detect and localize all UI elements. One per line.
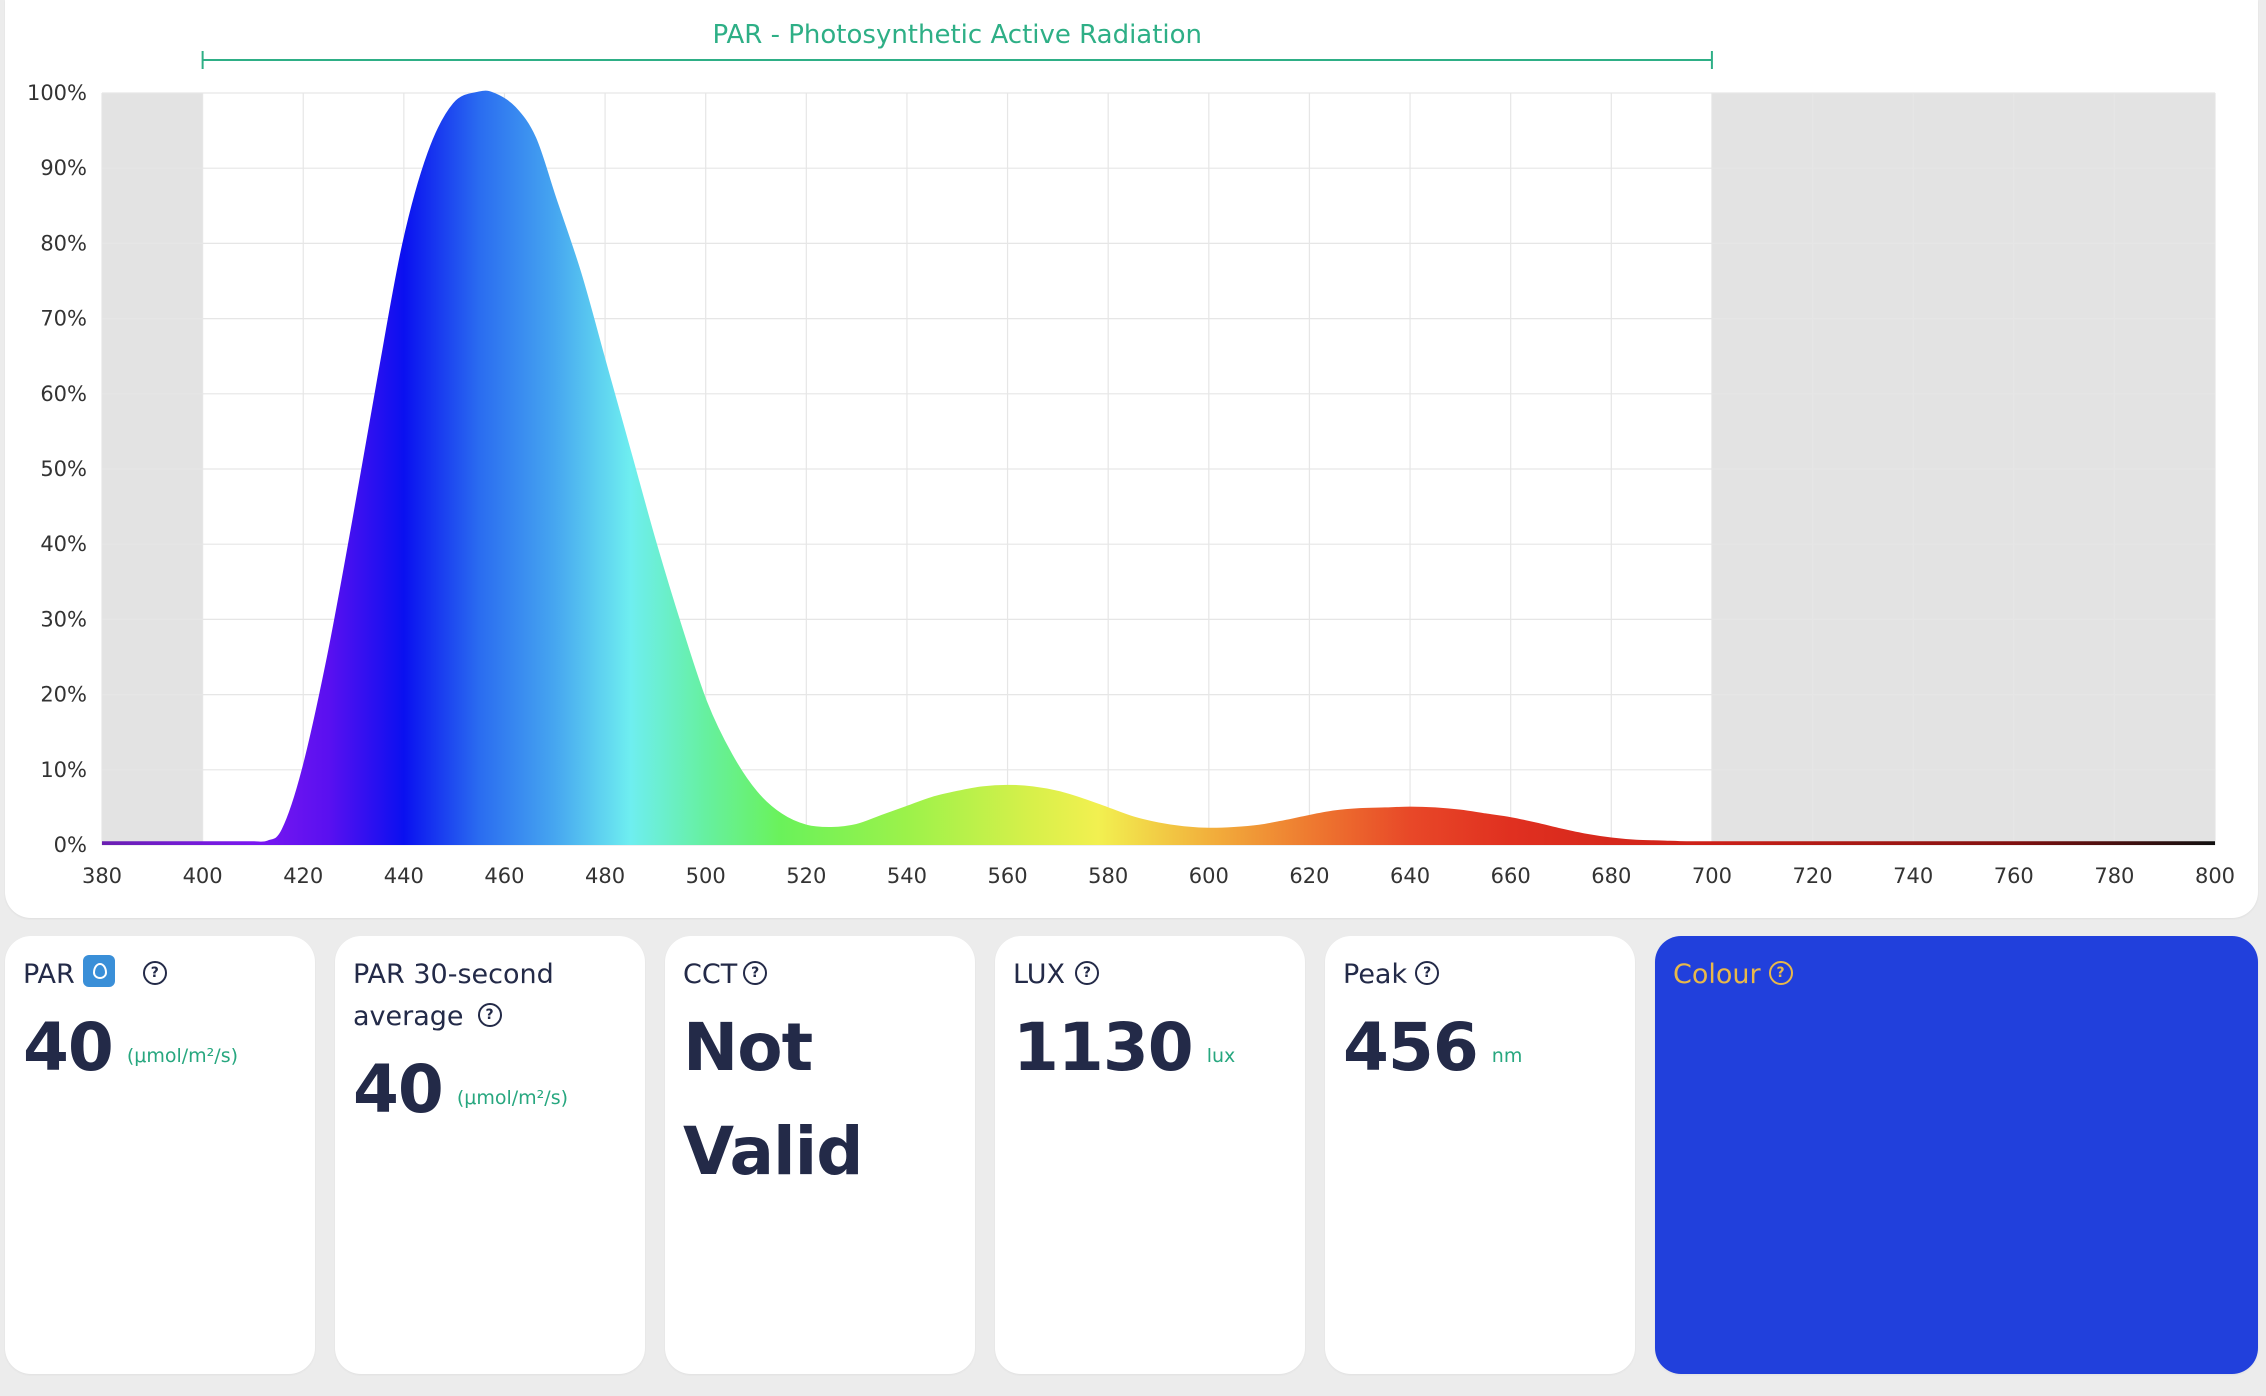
x-tick-label: 480 [585, 864, 625, 888]
x-tick-label: 380 [82, 864, 122, 888]
colour-card-title: Colour [1673, 959, 1761, 990]
lux-card: LUX? 1130 lux [995, 936, 1305, 1374]
help-icon[interactable]: ? [1768, 961, 1793, 985]
cct-value: Not Valid [683, 996, 957, 1204]
peak-card-title: Peak [1343, 959, 1408, 990]
help-icon[interactable]: ? [477, 1003, 502, 1027]
x-tick-label: 780 [2094, 864, 2134, 888]
peak-card-title-row: Peak? [1343, 954, 1617, 996]
y-tick-label: 60% [40, 382, 87, 406]
x-tick-label: 760 [1994, 864, 2034, 888]
x-tick-label: 640 [1390, 864, 1430, 888]
x-tick-label: 700 [1692, 864, 1732, 888]
par30-unit: (μmol/m²/s) [456, 1087, 569, 1109]
x-tick-label: 600 [1189, 864, 1229, 888]
par30-card-title: PAR 30-second average? [353, 954, 627, 1038]
x-tick-label: 440 [384, 864, 424, 888]
par-card: PAR? 40 (μmol/m²/s) [5, 936, 315, 1374]
x-tick-label: 620 [1289, 864, 1329, 888]
x-tick-label: 680 [1591, 864, 1631, 888]
lux-value-row: 1130 lux [1013, 996, 1287, 1100]
x-tick-label: 720 [1792, 864, 1832, 888]
help-icon[interactable]: ? [1415, 961, 1440, 985]
water-drop-icon[interactable] [82, 955, 115, 987]
y-tick-label: 20% [40, 683, 87, 707]
peak-value: 456 [1343, 1009, 1479, 1086]
par30-title-line1: PAR 30-second [353, 959, 554, 990]
peak-card: Peak? 456 nm [1325, 936, 1635, 1374]
colour-card: Colour? [1655, 936, 2258, 1374]
spectrum-line [102, 90, 2215, 845]
lux-value: 1130 [1013, 1009, 1194, 1086]
x-tick-label: 800 [2195, 864, 2235, 888]
x-tick-label: 400 [183, 864, 223, 888]
spectrum-area [102, 92, 2215, 846]
par-card-title: PAR [23, 959, 75, 990]
colour-card-title-row: Colour? [1673, 954, 2240, 996]
par-value-row: 40 (μmol/m²/s) [23, 996, 297, 1100]
par30-title-line2: average [353, 1001, 464, 1032]
y-tick-label: 100% [27, 81, 87, 105]
lux-card-title: LUX [1013, 959, 1065, 990]
par-value: 40 [23, 1009, 114, 1086]
lux-unit: lux [1206, 1045, 1236, 1067]
peak-unit: nm [1491, 1045, 1523, 1067]
cct-card: CCT? Not Valid [665, 936, 975, 1374]
par-card-title-row: PAR? [23, 954, 297, 996]
x-tick-label: 560 [988, 864, 1028, 888]
x-tick-label: 580 [1088, 864, 1128, 888]
spectrum-chart: 380 400 420 440 460 480 500 520 540 560 580 600 620 6… [27, 20, 2235, 888]
x-tick-label: 420 [283, 864, 323, 888]
help-icon[interactable]: ? [142, 961, 167, 985]
help-icon[interactable]: ? [743, 961, 768, 985]
x-tick-label: 540 [887, 864, 927, 888]
y-tick-label: 40% [40, 532, 87, 556]
y-tick-label: 80% [40, 231, 87, 255]
par30-value-row: 40 (μmol/m²/s) [353, 1038, 627, 1142]
y-tick-label: 10% [40, 758, 87, 782]
x-tick-label: 460 [484, 864, 524, 888]
chart-title: PAR - Photosynthetic Active Radiation [712, 20, 1202, 50]
y-tick-label: 90% [40, 156, 87, 180]
peak-value-row: 456 nm [1343, 996, 1617, 1100]
y-tick-label: 50% [40, 457, 87, 481]
y-tick-label: 0% [54, 833, 87, 857]
x-tick-label: 660 [1491, 864, 1531, 888]
x-tick-label: 520 [786, 864, 826, 888]
y-tick-label: 70% [40, 307, 87, 331]
x-tick-label: 500 [686, 864, 726, 888]
par30-value: 40 [353, 1051, 444, 1128]
x-tick-label: 740 [1893, 864, 1933, 888]
lux-card-title-row: LUX? [1013, 954, 1287, 996]
cct-value-line2: Valid [683, 1113, 863, 1190]
par-unit: (μmol/m²/s) [126, 1045, 239, 1067]
y-tick-label: 30% [40, 607, 87, 631]
help-icon[interactable]: ? [1074, 961, 1099, 985]
par30-card: PAR 30-second average? 40 (μmol/m²/s) [335, 936, 645, 1374]
spectrum-chart-panel: 380 400 420 440 460 480 500 520 540 560 580 600 620 6… [5, 0, 2258, 918]
cct-card-title: CCT [683, 959, 738, 990]
cct-value-line1: Not [683, 1009, 813, 1086]
cct-card-title-row: CCT? [683, 954, 957, 996]
